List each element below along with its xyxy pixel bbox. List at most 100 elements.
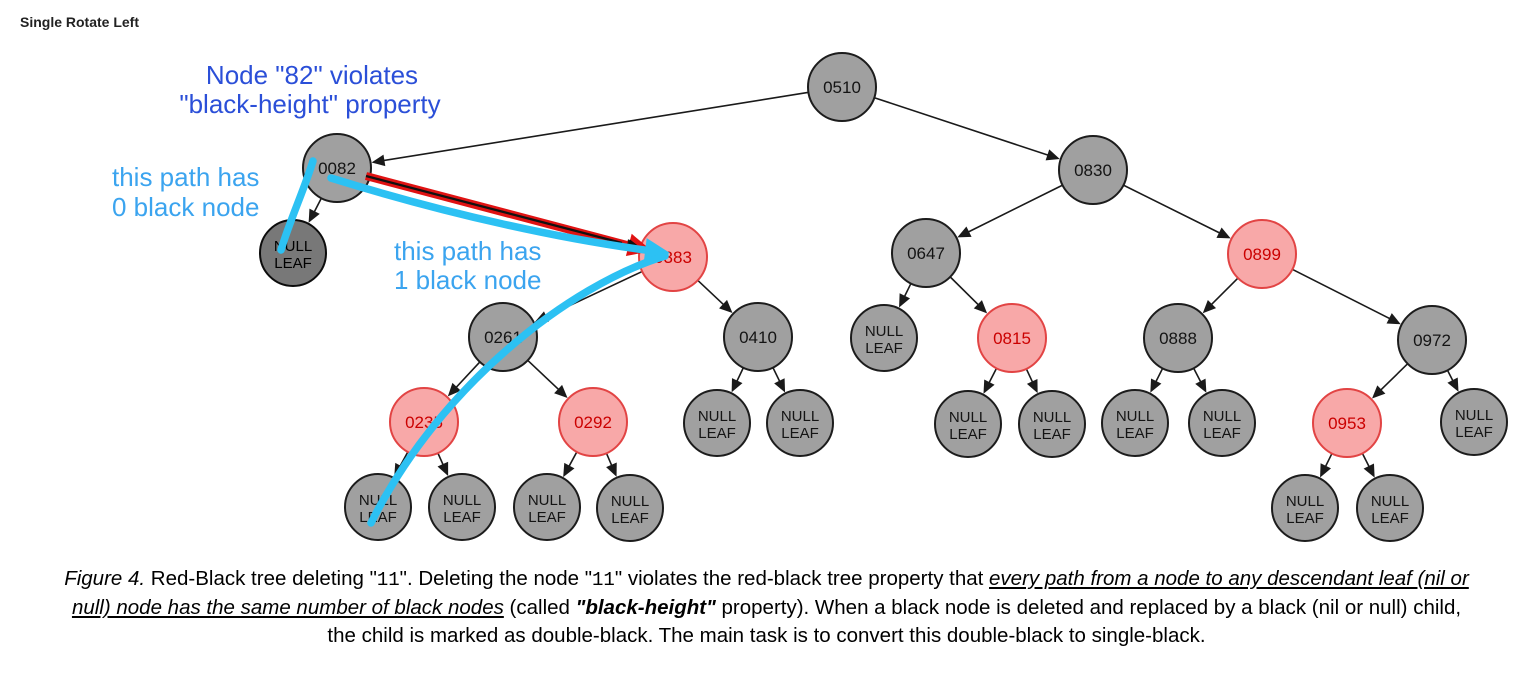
edge-arrowhead [1045,149,1060,161]
null-leaf-label: NULL [1116,408,1154,425]
node-label: 0830 [1074,161,1112,180]
null-leaf-label: NULL [1455,407,1493,424]
edge-arrowhead [719,299,733,314]
node-label: 0972 [1413,331,1451,350]
path1-label-line2: 1 black node [394,265,541,295]
tree-edge [697,280,728,309]
edge-arrowhead [1372,385,1386,399]
edge-arrowhead [973,300,988,314]
violation-label-line1: Node "82" violates [206,60,418,90]
caption-segment: (called [503,595,576,619]
cyan-path-1-black-lower [367,252,669,527]
node-label: 0888 [1159,329,1197,348]
caption-segment: ". Deleting the node " [399,567,593,590]
tree-edge [379,91,809,162]
cyan-path-arrowhead [643,238,670,262]
null-leaf-label: NULL [1371,493,1409,510]
edge-arrowhead [1195,378,1207,393]
node-label: 0292 [574,413,612,432]
text-annotations: Node "82" violates "black-height" proper… [112,60,541,295]
tree-node-0383 [638,222,708,292]
null-leaf-node [1440,388,1508,456]
null-leaf-label: LEAF [1286,510,1324,527]
edge-arrowhead [447,382,461,397]
null-leaf-label: LEAF [1033,426,1071,443]
null-leaf-label: LEAF [274,255,312,272]
tree-node-0261 [468,302,538,372]
null-leaf-node [683,389,751,457]
path1-label-line1: this path has [394,236,541,266]
tree-node-0899 [1227,219,1297,289]
null-leaf-label: NULL [611,493,649,510]
null-leaf-label: LEAF [698,425,736,442]
tree-edge [452,361,481,392]
null-leaf-node [1356,474,1424,542]
edge-arrowhead [1363,463,1375,478]
tree-node-0292 [558,387,628,457]
caption-segment: "black-height" [575,595,716,619]
tree-node-0410 [723,302,793,372]
null-leaf-node [1188,389,1256,457]
edge-arrowhead [1447,377,1459,392]
null-leaf-node [513,473,581,541]
tree-edge [1377,363,1408,394]
edge-arrowhead [606,462,617,477]
tree-edge [527,360,563,394]
violation-label-line2: "black-height" property [179,89,440,119]
null-leaf-node [1271,474,1339,542]
null-leaf-label: LEAF [1455,424,1493,441]
null-leaf-label: NULL [528,492,566,509]
null-leaf-label: NULL [1203,408,1241,425]
path0-label-line2: 0 black node [112,192,259,222]
tree-node-0972 [1397,305,1467,375]
tree-node-0953 [1312,388,1382,458]
tree-node-0510 [807,52,877,122]
tree-edge [949,276,982,309]
null-leaf-label: LEAF [949,426,987,443]
node-label: 0953 [1328,414,1366,433]
edges-layer [308,91,1459,478]
null-leaf-node [766,389,834,457]
edge-arrowhead [1026,378,1038,394]
node-label: 0815 [993,329,1031,348]
tree-node-0235 [389,387,459,457]
edge-arrowhead [308,208,320,223]
tree-edge [874,97,1053,158]
caption-segment: " violates the red-black tree property t… [614,567,990,590]
edge-arrowhead [899,293,911,308]
diagram-title: Single Rotate Left [20,14,140,30]
tree-node-0830 [1058,135,1128,205]
node-label: 0899 [1243,245,1281,264]
null-leaf-label: LEAF [528,509,566,526]
null-leaf-label: LEAF [865,340,903,357]
tree-edge [1123,184,1224,236]
edge-arrowhead [563,462,575,478]
path-annotations [277,157,670,527]
node-label: 0082 [318,159,356,178]
node-label: 0647 [907,244,945,263]
node-label: 0410 [739,328,777,347]
null-leaf-node [934,390,1002,458]
tree-node-0647 [891,218,961,288]
edge-arrowhead [957,226,972,238]
node-label: 0510 [823,78,861,97]
caption-segment: Red-Black tree deleting " [145,567,377,590]
null-leaf-label: LEAF [1203,425,1241,442]
null-leaf-node [850,304,918,372]
null-leaf-label: NULL [1286,493,1324,510]
caption-segment: Figure 4. [64,567,146,590]
tree-node-0815 [977,303,1047,373]
caption-segment: property). When a black node is deleted … [327,595,1462,647]
tree-node-0888 [1143,303,1213,373]
tree-edge [964,184,1063,235]
edge-arrowhead [983,379,995,394]
null-leaf-label: NULL [781,408,819,425]
null-leaf-label: NULL [698,408,736,425]
caption-segment: 11 [376,569,400,591]
cyan-path-1-black-upper [327,174,664,256]
path0-label-line1: this path has [112,162,259,192]
null-leaf-label: LEAF [1371,510,1409,527]
null-leaf-label: LEAF [611,510,649,527]
figure-caption: Figure 4. Red-Black tree deleting "11". … [64,565,1470,650]
edge-arrowhead [774,378,786,393]
